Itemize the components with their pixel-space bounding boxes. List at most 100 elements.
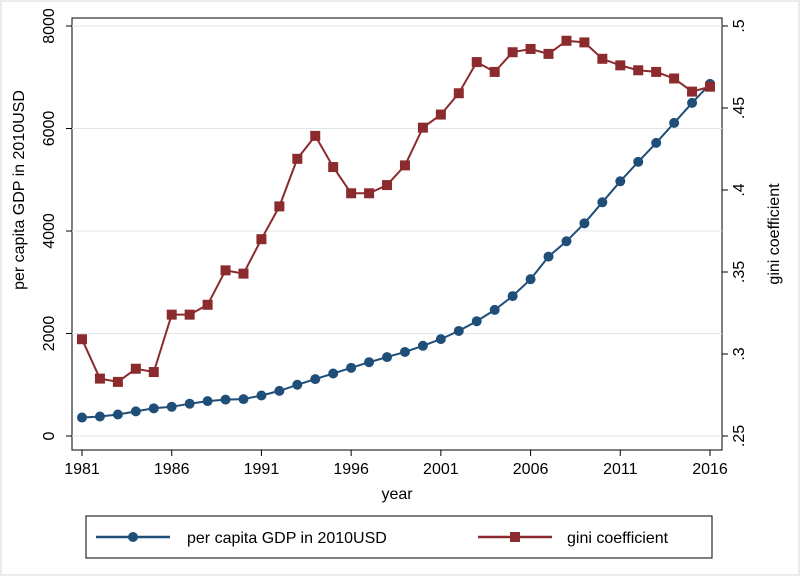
- x-tick-label: 2011: [603, 461, 638, 478]
- data-point: [489, 304, 500, 315]
- data-point: [489, 66, 500, 77]
- data-point: [687, 86, 698, 97]
- data-point: [238, 268, 249, 279]
- data-point: [543, 251, 554, 262]
- data-point: [310, 130, 321, 141]
- x-tick-label: 2016: [692, 461, 728, 478]
- data-point: [292, 379, 303, 390]
- data-point: [130, 363, 141, 374]
- data-point: [615, 176, 626, 187]
- data-point: [130, 406, 141, 417]
- data-point: [310, 374, 321, 385]
- data-point: [112, 376, 123, 387]
- y-axis-title: per capita GDP in 2010USD: [11, 90, 28, 290]
- data-point: [77, 412, 87, 423]
- data-point: [579, 37, 590, 48]
- x-tick-label: 1996: [333, 461, 369, 478]
- data-point: [94, 373, 105, 384]
- data-point: [256, 234, 267, 245]
- data-point: [453, 325, 464, 336]
- data-point: [77, 334, 87, 345]
- y-tick-label: 2000: [41, 316, 58, 352]
- y2-tick-label: .35: [731, 261, 748, 283]
- data-point: [435, 109, 446, 120]
- data-point: [471, 57, 482, 68]
- data-point: [597, 53, 608, 64]
- data-point: [382, 352, 393, 363]
- data-point: [633, 65, 644, 76]
- legend-box: [85, 515, 713, 559]
- data-point: [238, 394, 249, 405]
- data-point: [687, 97, 698, 108]
- data-point: [202, 299, 213, 310]
- data-point: [274, 385, 285, 396]
- x-axis-title: year: [381, 486, 413, 503]
- data-point: [417, 122, 428, 133]
- data-point: [579, 218, 590, 229]
- legend-label-gdp: per capita GDP in 2010USD: [187, 530, 387, 547]
- data-point: [507, 291, 518, 302]
- data-point: [346, 362, 357, 373]
- y2-axis-title: gini coefficient: [766, 183, 783, 285]
- data-point: [507, 47, 518, 58]
- data-point: [633, 156, 644, 167]
- data-point: [148, 403, 159, 414]
- x-tick-label: 1991: [244, 461, 280, 478]
- data-point: [328, 368, 339, 379]
- data-point: [615, 60, 626, 71]
- data-point: [94, 411, 105, 422]
- plot-area: [71, 17, 723, 451]
- x-tick-label: 2001: [423, 461, 459, 478]
- y-tick-label: 0: [41, 431, 58, 440]
- data-point: [166, 309, 177, 320]
- data-point: [364, 357, 375, 368]
- data-point: [148, 367, 159, 378]
- data-point: [184, 398, 195, 409]
- data-point: [543, 48, 554, 59]
- data-point: [364, 188, 375, 199]
- y-tick-label: 4000: [41, 213, 58, 249]
- data-point: [328, 162, 339, 173]
- data-point: [705, 81, 715, 92]
- data-point: [256, 390, 267, 401]
- data-point: [669, 73, 680, 84]
- y2-tick-label: .45: [731, 97, 748, 119]
- data-point: [417, 340, 428, 351]
- data-point: [561, 35, 572, 46]
- data-point: [220, 394, 231, 405]
- data-point: [525, 43, 536, 54]
- data-point: [220, 265, 231, 276]
- grid: [72, 25, 722, 437]
- y2-tick-label: .5: [731, 19, 748, 32]
- x-tick-label: 2006: [513, 461, 549, 478]
- data-point: [471, 316, 482, 327]
- y-tick-label: 8000: [41, 8, 58, 44]
- legend-marker-gdp: [128, 532, 138, 542]
- data-point: [274, 201, 285, 212]
- data-point: [292, 153, 303, 164]
- y2-tick-label: .25: [731, 425, 748, 447]
- data-point: [399, 346, 410, 357]
- axes: 0 2000 4000 6000 8000 .25 .3 .35 .4 .45 .5 1981 1986…: [41, 8, 748, 478]
- legend: per capita GDP in 2010USD gini coefficie…: [85, 515, 713, 559]
- data-point: [399, 160, 410, 171]
- data-point: [112, 409, 123, 420]
- data-point: [651, 137, 662, 148]
- data-point: [435, 334, 446, 345]
- data-point: [651, 66, 662, 77]
- y-tick-label: 6000: [41, 111, 58, 147]
- x-tick-label: 1981: [64, 461, 100, 478]
- data-point: [525, 274, 536, 285]
- data-point: [346, 188, 357, 199]
- y2-tick-label: .3: [731, 347, 748, 360]
- data-point: [382, 180, 393, 191]
- data-point: [669, 117, 680, 128]
- data-point: [561, 236, 572, 247]
- legend-marker-gini: [510, 532, 520, 542]
- data-point: [184, 309, 195, 320]
- data-point: [453, 88, 464, 99]
- data-point: [202, 396, 213, 407]
- data-point: [166, 401, 177, 412]
